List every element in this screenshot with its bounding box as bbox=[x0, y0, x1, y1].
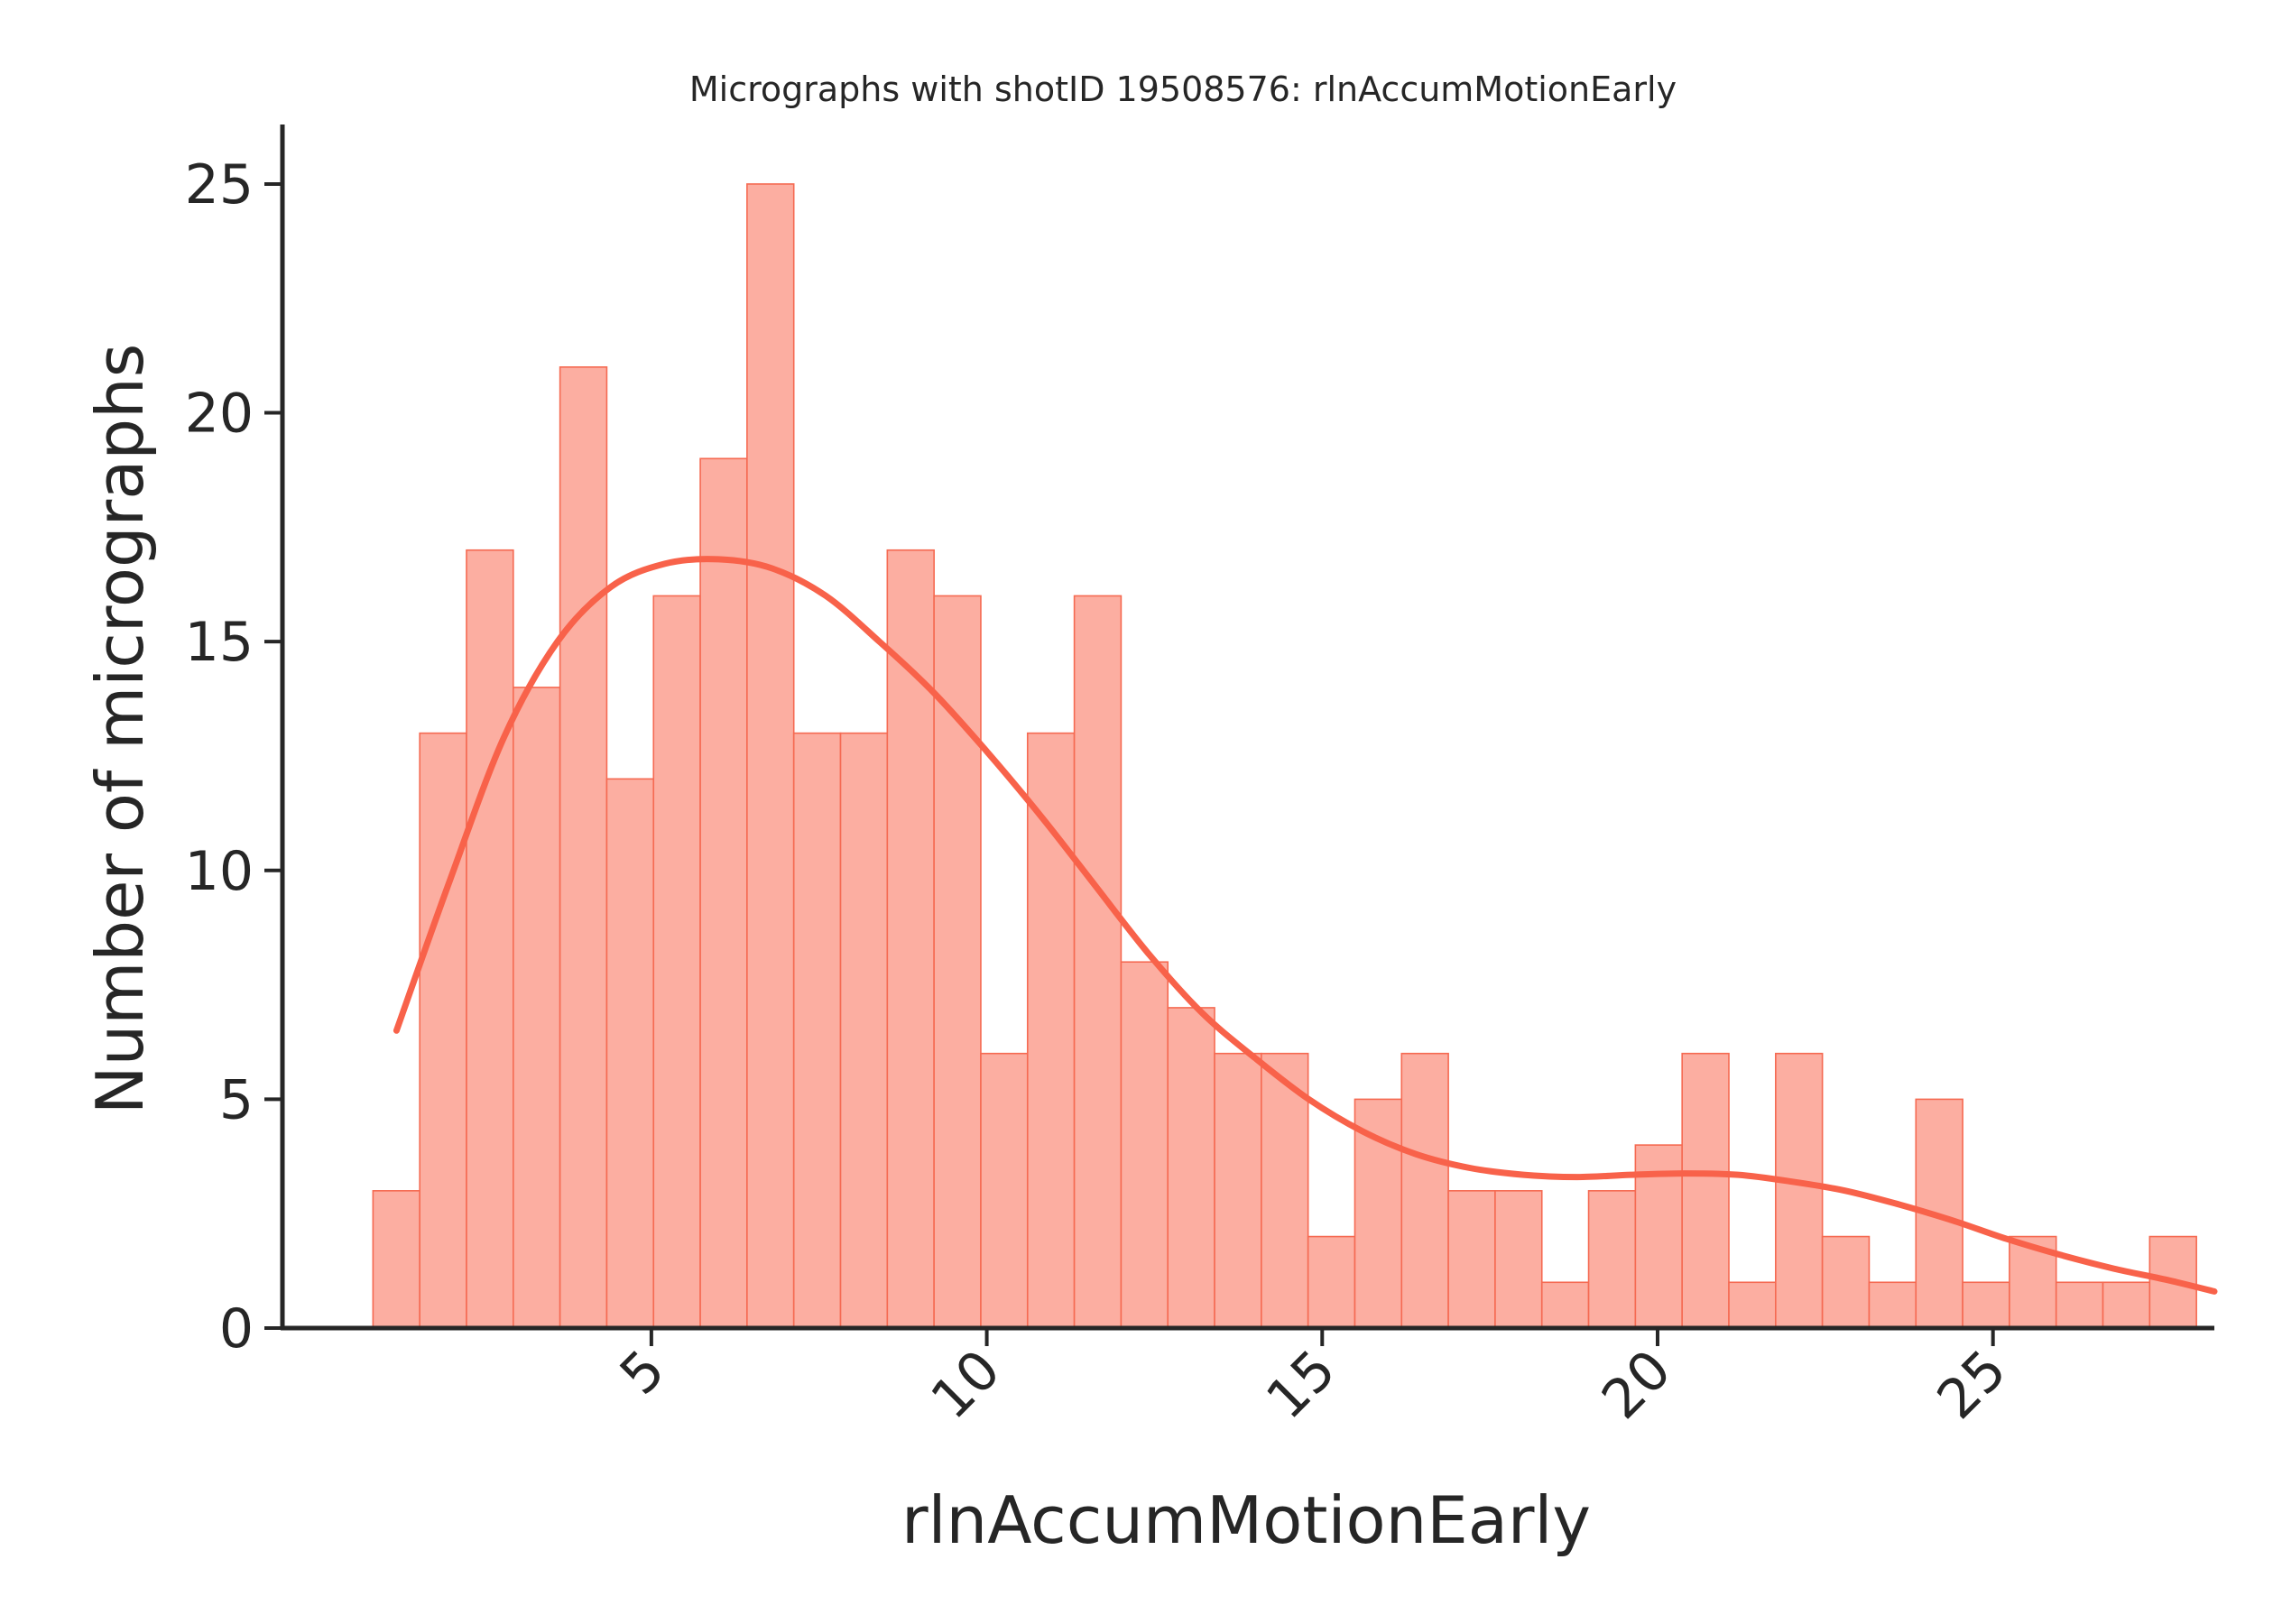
histogram-bar bbox=[1962, 1281, 2010, 1329]
histogram-bar bbox=[559, 366, 608, 1329]
histogram-bar bbox=[839, 732, 889, 1329]
histogram-bar bbox=[1447, 1190, 1496, 1329]
y-tick-label: 0 bbox=[219, 1297, 254, 1361]
x-tick-label: 25 bbox=[1926, 1338, 2019, 1431]
x-tick-label: 10 bbox=[919, 1338, 1012, 1431]
histogram-bar bbox=[1587, 1190, 1637, 1329]
histogram-bar bbox=[466, 549, 514, 1329]
histogram-bar bbox=[419, 732, 467, 1329]
y-tick-label: 5 bbox=[219, 1068, 254, 1131]
histogram-bar bbox=[605, 778, 655, 1329]
histogram-bars bbox=[372, 183, 2197, 1329]
kde-curve bbox=[393, 556, 2218, 1295]
histogram-bar bbox=[792, 732, 842, 1329]
histogram-bar bbox=[372, 1190, 420, 1329]
histogram-bar bbox=[652, 595, 701, 1329]
y-axis-label: Number of micrographs bbox=[82, 344, 158, 1114]
histogram-bar bbox=[1728, 1281, 1777, 1329]
x-axis-label: rlnAccumMotionEarly bbox=[901, 1482, 1591, 1558]
y-tick-label: 10 bbox=[185, 840, 254, 903]
histogram-bar bbox=[699, 457, 748, 1329]
chart-title: Micrographs with shotID 19508576: rlnAcc… bbox=[689, 69, 1677, 109]
histogram-bar bbox=[1681, 1052, 1730, 1329]
axes bbox=[280, 125, 2214, 1331]
histogram-bar bbox=[1167, 1007, 1215, 1329]
histogram-bar bbox=[1540, 1281, 1590, 1329]
histogram-bar bbox=[1494, 1190, 1543, 1329]
histogram-bar bbox=[1214, 1052, 1262, 1329]
histogram-bar bbox=[2102, 1281, 2151, 1329]
y-tick-label: 15 bbox=[185, 611, 254, 674]
y-ticks: 0 5 10 15 20 25 bbox=[185, 153, 282, 1361]
histogram-bar bbox=[1026, 732, 1076, 1329]
histogram-bar bbox=[1868, 1281, 1917, 1329]
histogram-bar bbox=[746, 183, 795, 1329]
histogram-bar bbox=[933, 595, 982, 1329]
y-tick-label: 20 bbox=[185, 383, 254, 446]
histogram-bar bbox=[1073, 595, 1123, 1329]
histogram-bar bbox=[1307, 1235, 1356, 1329]
x-tick-label: 5 bbox=[608, 1338, 678, 1407]
y-tick-label: 25 bbox=[185, 153, 254, 217]
histogram-bar bbox=[1261, 1052, 1309, 1329]
histogram-bar bbox=[2055, 1281, 2104, 1329]
x-tick-label: 20 bbox=[1590, 1338, 1683, 1431]
histogram-bar bbox=[1821, 1235, 1871, 1329]
histogram-bar bbox=[886, 549, 935, 1329]
histogram-bar bbox=[1400, 1052, 1449, 1329]
histogram-bar bbox=[980, 1052, 1029, 1329]
x-ticks: 5 10 15 20 25 bbox=[608, 1328, 2019, 1432]
histogram-bar bbox=[512, 687, 561, 1329]
histogram-bar bbox=[1775, 1052, 1824, 1329]
x-tick-label: 15 bbox=[1254, 1338, 1347, 1431]
histogram-bar bbox=[1120, 961, 1169, 1329]
